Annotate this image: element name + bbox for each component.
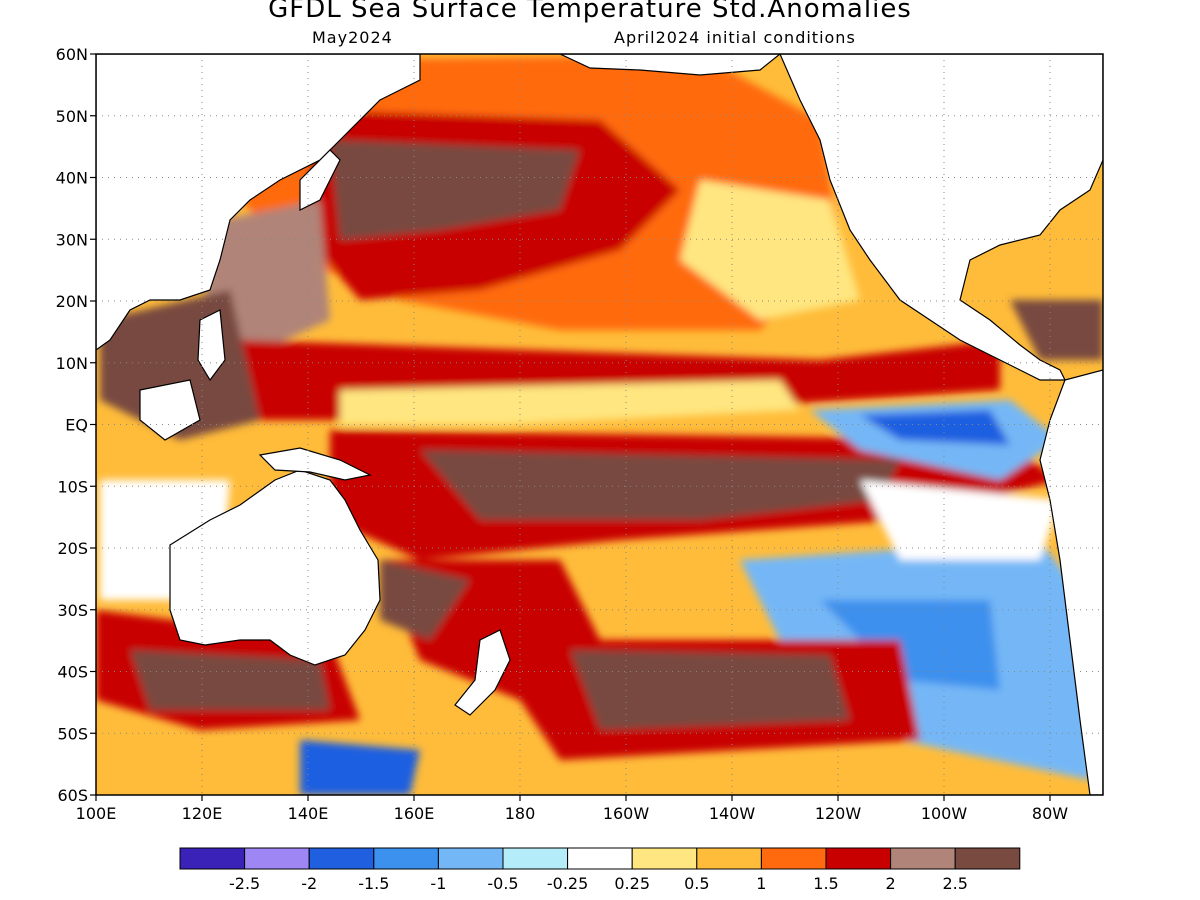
colorbar-label: -1 xyxy=(430,874,446,893)
lat-tick-label: 20S xyxy=(57,539,88,558)
lat-tick-label: 10S xyxy=(57,477,88,496)
colorbar-swatch xyxy=(308,847,375,870)
colorbar-label: 0.5 xyxy=(684,874,709,893)
southern-ocean-cold-patch xyxy=(300,740,420,795)
lat-tick-label: 60S xyxy=(57,786,88,805)
northeast-pacific-light-region xyxy=(680,180,860,320)
colorbar-label: -2 xyxy=(301,874,317,893)
lat-tick-label: 30N xyxy=(56,230,88,249)
south-america-land xyxy=(1039,369,1103,795)
new-zealand-land xyxy=(454,629,511,716)
lon-tick-label: 140E xyxy=(288,804,329,823)
lon-tick-label: 160W xyxy=(603,804,650,823)
lon-tick-label: 120E xyxy=(182,804,223,823)
lat-tick-label: EQ xyxy=(65,416,88,435)
colorbar-swatch xyxy=(567,847,633,870)
lat-tick-label: 10N xyxy=(56,354,88,373)
lat-tick-label: 30S xyxy=(57,601,88,620)
lon-tick-label: 140W xyxy=(709,804,756,823)
lat-tick-label: 60N xyxy=(56,45,88,64)
valid-month-label: May2024 xyxy=(312,28,393,47)
north-america-land xyxy=(779,54,1103,381)
australia-land xyxy=(169,469,381,666)
lon-tick-label: 100E xyxy=(76,804,117,823)
caribbean-extreme xyxy=(1010,300,1103,360)
alaska-land xyxy=(559,54,781,76)
lat-tick-label: 40N xyxy=(56,169,88,188)
southeast-pacific-cold-patch xyxy=(820,600,1000,690)
tasman-extreme-region xyxy=(380,560,470,640)
lat-tick-label: 50N xyxy=(56,107,88,126)
colorbar-swatch xyxy=(631,847,698,870)
colorbar-label: 2.5 xyxy=(942,874,967,893)
colorbar-label: 1.5 xyxy=(813,874,838,893)
south-pacific-white-patch xyxy=(860,480,1060,560)
colorbar-labels: -2.5 -2 -1.5 -1 -0.5 -0.25 0.25 0.5 1 1.5 2 2.5 xyxy=(229,874,968,893)
colorbar-swatch xyxy=(244,847,310,870)
lon-tick-label: 80W xyxy=(1032,804,1068,823)
new-guinea-land xyxy=(258,447,372,481)
southern-indian-extreme-region xyxy=(130,650,330,710)
lon-tick-label: 160E xyxy=(394,804,435,823)
colorbar-label: 2 xyxy=(886,874,896,893)
colorbar-label: -0.5 xyxy=(487,874,518,893)
lon-tick-label: 100W xyxy=(921,804,968,823)
latitude-ticks: 60N 50N 40N 30N 20N 10N EQ 10S 20S 30S 40S 50S 60S xyxy=(56,45,96,805)
colorbar-swatch xyxy=(825,847,892,870)
colorbar-label: -1.5 xyxy=(358,874,389,893)
map-title: GFDL Sea Surface Temperature Std.Anomali… xyxy=(268,0,912,24)
colorbar-label: -2.5 xyxy=(229,874,260,893)
longitude-ticks: 100E 120E 140E 160E 180 160W 140W 120W 100W 80W xyxy=(76,795,1068,823)
borneo-land xyxy=(139,379,201,441)
colorbar-swatch xyxy=(373,847,439,870)
colorbar xyxy=(179,847,1021,870)
lon-tick-label: 180 xyxy=(505,804,536,823)
colorbar-swatch xyxy=(437,847,504,870)
lat-tick-label: 20N xyxy=(56,292,88,311)
east-pacific-cold-core xyxy=(860,410,1010,445)
initial-conditions-label: April2024 initial conditions xyxy=(614,28,856,47)
colorbar-swatch xyxy=(502,847,569,870)
lon-tick-label: 120W xyxy=(815,804,862,823)
colorbar-swatch xyxy=(954,847,1021,870)
land-masses xyxy=(96,54,1103,795)
north-pacific-extreme-region xyxy=(330,140,580,240)
colorbar-label: 1 xyxy=(756,874,766,893)
japan-land xyxy=(299,149,341,211)
south-equatorial-extreme-band xyxy=(420,450,900,520)
asia-land xyxy=(96,54,421,351)
lat-tick-label: 40S xyxy=(57,663,88,682)
lat-tick-label: 50S xyxy=(57,724,88,743)
colorbar-swatch xyxy=(760,847,827,870)
colorbar-label: -0.25 xyxy=(547,874,588,893)
colorbar-swatch xyxy=(890,847,956,870)
colorbar-label: 0.25 xyxy=(614,874,650,893)
equatorial-light-band xyxy=(340,380,800,425)
colorbar-swatch xyxy=(696,847,762,870)
south-pacific-storm-track-extreme xyxy=(570,650,850,730)
colorbar-swatch xyxy=(179,847,246,870)
